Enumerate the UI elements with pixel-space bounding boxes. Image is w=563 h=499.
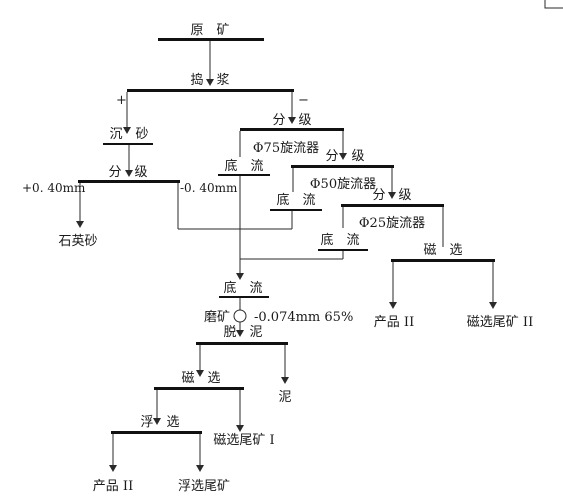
bar-ore [158, 38, 264, 41]
arrow-quartz [76, 221, 84, 228]
node-grinding: 磨矿 [204, 310, 230, 325]
arrow-classify3 [339, 153, 347, 160]
node-pulping: 捣 浆 [190, 72, 229, 88]
node-underflow1: 底 流 [224, 158, 263, 174]
bar-classify2 [240, 128, 344, 131]
bar-underflow3 [318, 249, 368, 251]
node-desliming: 脱 泥 [223, 325, 262, 340]
node-classify1: 分 级 [108, 165, 147, 180]
bar-desliming [196, 342, 288, 345]
bar-classify4 [341, 204, 444, 207]
node-settling: 沉 砂 [109, 127, 148, 142]
arrow-classify1 [125, 170, 133, 177]
arrow-magtail1 [236, 425, 244, 432]
arrow-mud [281, 377, 289, 384]
arrow-magsep2 [196, 370, 204, 377]
label-plus040: +0. 40mm [22, 181, 86, 195]
node-classify3: 分 级 [325, 149, 364, 164]
bar-settling [103, 143, 153, 145]
arrow-product-right [389, 302, 397, 309]
label-cyclone50: Φ50旋流器 [310, 177, 376, 192]
arrow-flot-tail [196, 465, 204, 472]
node-flot-tail: 浮选尾矿 [178, 479, 230, 494]
node-classify4: 分 级 [372, 188, 411, 203]
node-flotation: 浮 选 [140, 415, 179, 430]
label-grind-spec: -0.074mm 65% [254, 310, 353, 325]
node-underflow2: 底 流 [276, 192, 315, 208]
arrow-desliming [236, 330, 244, 337]
node-underflow-combined: 底 流 [223, 280, 262, 296]
arrow-classify4 [388, 192, 396, 199]
bar-mag-sep2 [154, 387, 244, 390]
bar-underflow2 [270, 209, 322, 211]
node-ore: 原 矿 [190, 23, 229, 38]
sign-minus: − [298, 93, 309, 108]
node-mag-sep1: 磁 选 [423, 243, 462, 258]
node-underflow3: 底 流 [320, 232, 359, 248]
arrow-magtail2 [489, 302, 497, 309]
label-minus040: -0. 40mm [180, 181, 238, 195]
arrow-settling [123, 127, 131, 134]
bar-underflow-combined [219, 296, 269, 298]
node-classify2: 分 级 [272, 113, 311, 128]
grinding-mill-icon [233, 309, 247, 323]
bar-pulping [127, 89, 294, 92]
node-mud: 泥 [278, 390, 291, 405]
corner-mark [544, 0, 563, 9]
arrow-underflow-combined [236, 273, 244, 280]
bar-underflow1 [218, 174, 270, 176]
arrow-product-left [109, 465, 117, 472]
arrow-classify2 [288, 117, 296, 124]
node-mag-tail1: 磁选尾矿 I [213, 433, 274, 448]
label-cyclone75: Φ75旋流器 [253, 141, 319, 156]
bar-classify1 [78, 180, 180, 183]
bar-mag-sep1 [391, 259, 495, 262]
arrow-ore-pulping [206, 79, 214, 86]
node-mag-tail2: 磁选尾矿 II [467, 315, 533, 330]
node-product2-left: 产品 II [93, 479, 133, 494]
node-quartz-sand: 石英砂 [58, 234, 97, 249]
bar-classify3 [291, 165, 394, 168]
node-product2-right: 产品 II [374, 315, 414, 330]
node-mag-sep2: 磁 选 [181, 371, 220, 386]
label-cyclone25: Φ25旋流器 [359, 216, 425, 231]
bar-flotation [111, 431, 202, 434]
arrow-flotation [153, 418, 161, 425]
sign-plus: + [116, 93, 127, 108]
